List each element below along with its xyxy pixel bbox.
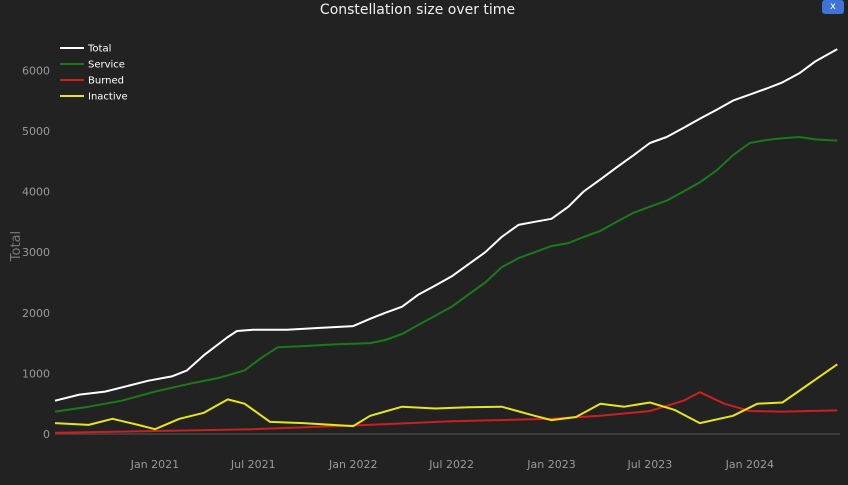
series-line-total xyxy=(54,48,838,402)
series-line-service xyxy=(54,136,838,413)
x-tick-label: Jul 2023 xyxy=(626,458,672,471)
legend: Total Service Burned Inactive xyxy=(60,44,128,103)
y-tick-label: 3000 xyxy=(22,246,50,259)
series-line-inactive xyxy=(54,363,838,431)
x-tick-label: Jan 2023 xyxy=(526,458,575,471)
y-tick-label: 1000 xyxy=(22,367,50,380)
x-axis-ticks: Jan 2021 Jul 2021 Jan 2022 Jul 2022 Jan 2023… xyxy=(130,458,774,471)
y-tick-label: 5000 xyxy=(22,125,50,138)
x-tick-label: Jan 2022 xyxy=(328,458,377,471)
y-tick-label: 2000 xyxy=(22,307,50,320)
y-axis-ticks: 0 1000 2000 3000 4000 5000 6000 xyxy=(22,64,50,441)
legend-label-total: Total xyxy=(87,44,111,55)
y-tick-label: 6000 xyxy=(22,64,50,77)
legend-label-service: Service xyxy=(88,60,125,71)
legend-label-inactive: Inactive xyxy=(88,92,128,103)
legend-label-burned: Burned xyxy=(88,76,124,87)
chart-title: Constellation size over time xyxy=(319,2,516,18)
y-axis-title: Total xyxy=(9,231,24,262)
series-line-burned xyxy=(54,391,838,434)
series-layer xyxy=(54,48,838,434)
y-tick-label: 4000 xyxy=(22,186,50,199)
x-tick-label: Jul 2021 xyxy=(230,458,276,471)
y-tick-label: 0 xyxy=(43,428,50,441)
close-button[interactable]: x xyxy=(822,0,844,14)
x-tick-label: Jan 2024 xyxy=(725,458,774,471)
x-tick-label: Jul 2022 xyxy=(428,458,474,471)
x-tick-label: Jan 2021 xyxy=(130,458,179,471)
